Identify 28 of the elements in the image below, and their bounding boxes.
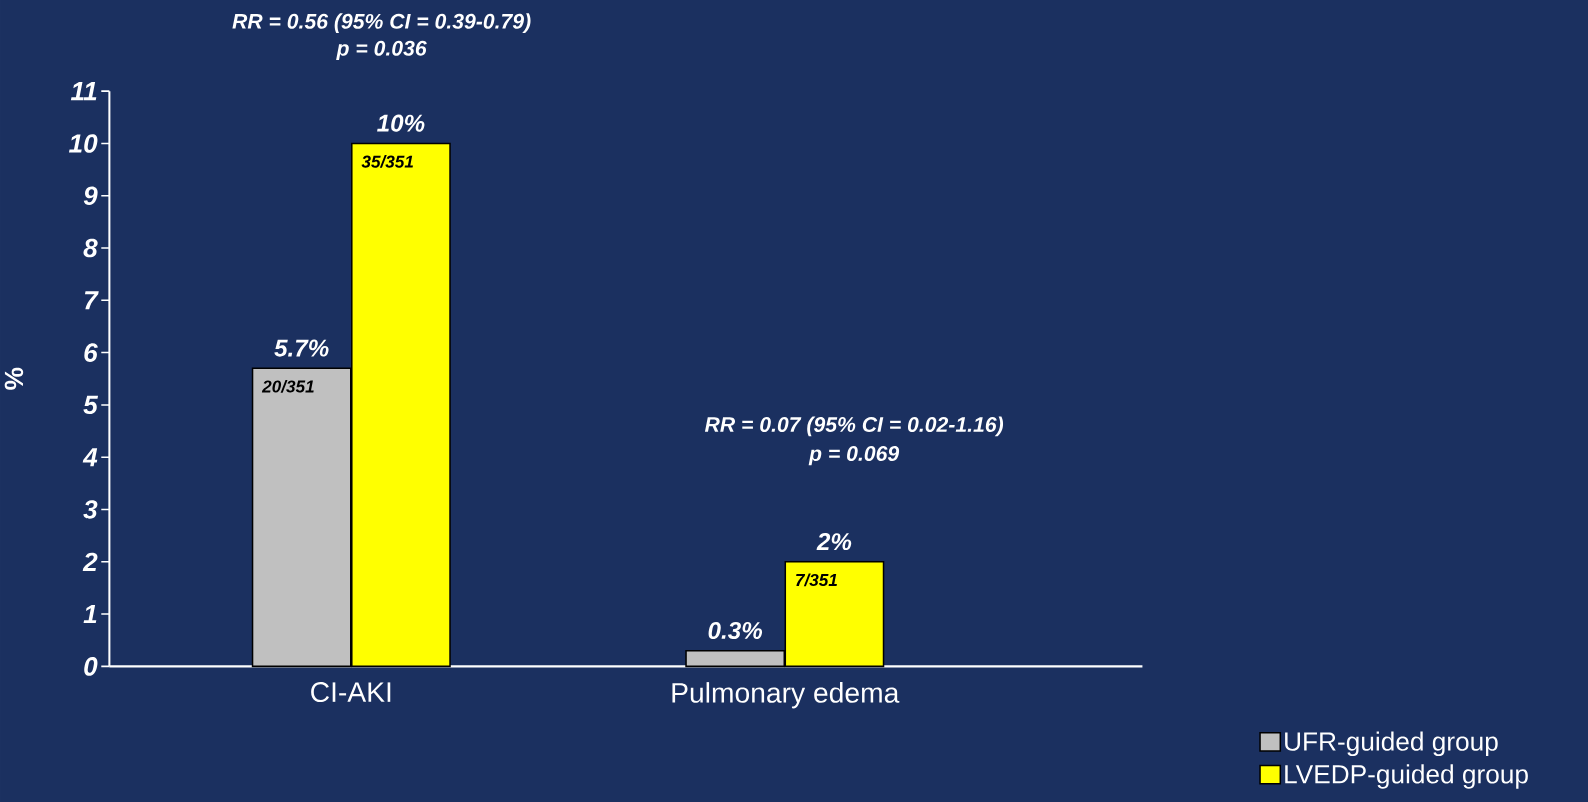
y-tick-label: 2 bbox=[82, 552, 98, 571]
annotation: 20/351 bbox=[261, 379, 314, 393]
text: RR = 0.56 (95% CI = 0.39-0.79) bbox=[232, 13, 531, 33]
legend-label: LVEDP-guided group bbox=[1285, 764, 1528, 789]
annotation: p = 0.069 bbox=[808, 445, 900, 466]
x-tick-label: CI-AKI bbox=[311, 682, 391, 703]
y-tick-label: 9 bbox=[83, 186, 98, 205]
annotation: 7/351 bbox=[796, 573, 837, 587]
y-tick-label: 8 bbox=[83, 238, 98, 258]
annotation: 35/351 bbox=[361, 155, 413, 168]
data-label: 5.7% bbox=[274, 339, 329, 357]
data-label: 10% bbox=[377, 114, 425, 132]
annotation: RR = 0.07 (95% CI = 0.02-1.16) bbox=[704, 416, 1004, 437]
y-tick-label: 5 bbox=[83, 395, 99, 415]
y-tick-label: 4 bbox=[82, 448, 98, 467]
y-tick-label: 11 bbox=[70, 82, 97, 101]
y-axis-title: % bbox=[4, 367, 24, 390]
y-tick-label: 1 bbox=[83, 605, 97, 624]
y-tick-label: 7 bbox=[84, 291, 99, 310]
data-label: 2% bbox=[816, 533, 852, 551]
data-label: 0.3% bbox=[708, 621, 763, 639]
y-tick-label: 10 bbox=[68, 134, 98, 153]
y-tick-label: 0 bbox=[84, 657, 98, 676]
y-tick-label: 3 bbox=[83, 500, 98, 519]
legend-label: UFR-guided group bbox=[1285, 731, 1498, 757]
y-tick-label: 6 bbox=[84, 343, 98, 362]
x-tick-label: Pulmonary edema bbox=[672, 682, 900, 709]
text: p = 0.036 bbox=[336, 40, 427, 60]
